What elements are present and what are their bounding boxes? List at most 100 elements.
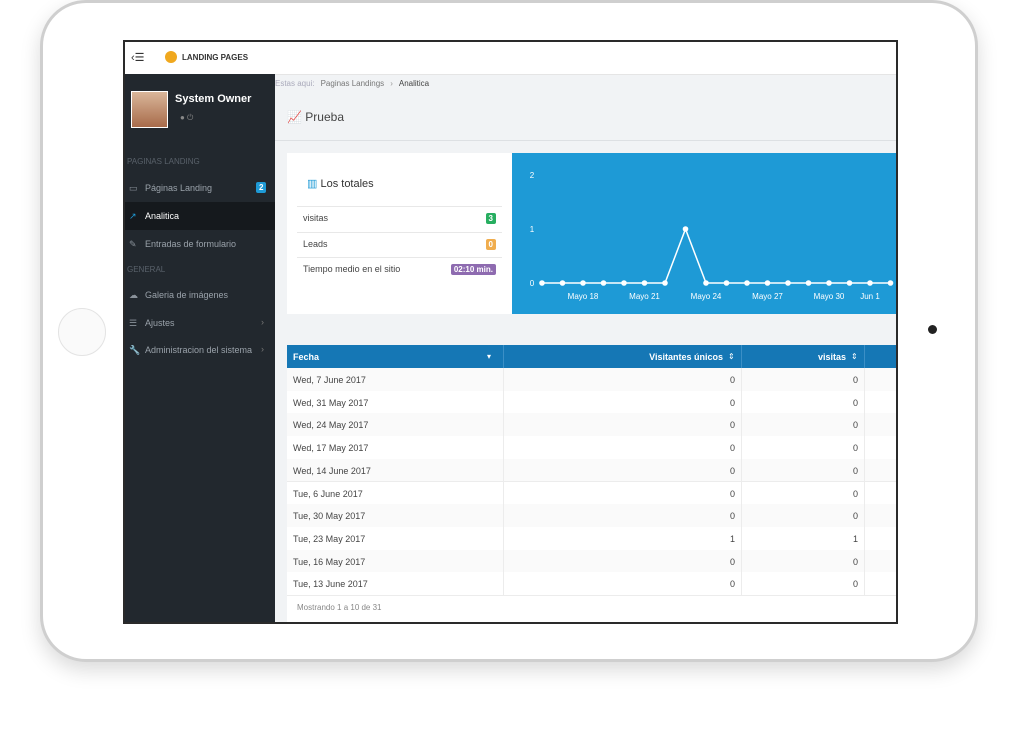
point — [826, 280, 832, 286]
point — [662, 280, 668, 286]
cell: 0 — [852, 420, 858, 431]
data-table: Fecha ▾ Visitantes únicos ⇕ visitas ⇕ Wed, 7 J… — [287, 345, 896, 622]
cell: Tue, 6 June 2017 — [293, 488, 363, 499]
cell-divider — [741, 572, 742, 595]
cell: 0 — [852, 488, 858, 499]
cell: 0 — [729, 579, 735, 590]
cell: 1 — [729, 533, 735, 544]
cell-divider — [864, 572, 865, 595]
table-row — [287, 572, 896, 596]
table-row — [287, 549, 896, 574]
line-chart: 0 1 2 Mayo 18 Mayo 21 Mayo 24 Mayo 27 Mayo 30 Ju… — [530, 171, 894, 301]
cell: Tue, 30 May 2017 — [293, 511, 366, 522]
nav-icon: 🔧 — [129, 345, 141, 355]
cell: Tue, 13 June 2017 — [293, 579, 368, 590]
table-row — [287, 481, 896, 506]
cell-divider — [503, 413, 504, 437]
point — [723, 280, 730, 286]
cell: 0 — [852, 465, 858, 476]
cell-divider — [864, 481, 865, 505]
sort-icon: ⇕ — [728, 352, 735, 361]
totals-title: Los totales — [320, 178, 374, 190]
table-footer: Mostrando 1 a 10 de 31 — [297, 603, 382, 612]
point — [764, 280, 771, 286]
cell-divider — [864, 413, 865, 437]
table-row — [287, 390, 896, 415]
y-tick-label: 1 — [530, 225, 535, 234]
nav-item[interactable]: ☁ Galeria de imágenes — [125, 281, 275, 309]
nav-badge: 2 — [256, 182, 267, 193]
sort-icon: ▾ — [487, 352, 492, 361]
cell-divider — [864, 504, 865, 527]
y-tick-label: 0 — [530, 279, 535, 288]
cell-divider — [503, 481, 504, 505]
home-button — [58, 308, 106, 356]
cell: 0 — [729, 511, 735, 522]
cell-divider — [503, 572, 504, 595]
separator: › — [390, 79, 393, 88]
cell: 1 — [852, 533, 858, 544]
breadcrumb-item[interactable]: Paginas Landings — [320, 79, 385, 88]
column-header[interactable]: Visitantes únicos — [649, 352, 723, 362]
point — [867, 280, 873, 286]
table-row — [287, 368, 896, 392]
nav-icon: ☁ — [129, 290, 138, 300]
menu-toggle[interactable]: ‹☰ — [131, 52, 145, 64]
user-name: System Owner — [175, 93, 252, 105]
nav-item[interactable]: 🔧 Administracion del sistema › — [125, 336, 275, 364]
chevron: › — [261, 317, 264, 327]
cell-divider — [503, 368, 504, 391]
total-badge: 0 — [485, 238, 496, 250]
app-title: LANDING PAGES — [182, 53, 249, 62]
chevron: › — [261, 344, 264, 354]
cell: 0 — [729, 465, 735, 476]
user-icons[interactable]: ● ⏻ — [180, 113, 194, 122]
row-divider — [297, 231, 502, 233]
column-header[interactable]: Fecha — [293, 352, 320, 362]
nav-item[interactable]: ✎ Entradas de formulario — [125, 230, 275, 258]
nav-icon: ↗ — [129, 211, 137, 221]
nav-label: Ajustes — [145, 318, 175, 328]
cell: 0 — [729, 556, 735, 567]
breadcrumb: Estas aqui: Paginas Landings › Analitica — [275, 79, 435, 88]
cell: 0 — [852, 579, 858, 590]
chart-panel: 0 1 2 Mayo 18 Mayo 21 Mayo 24 Mayo 27 Mayo 30 Ju… — [512, 153, 896, 314]
point — [641, 280, 648, 286]
sort-icon: ⇕ — [851, 352, 858, 361]
cell: Wed, 7 June 2017 — [293, 375, 366, 385]
breadcrumb-item: Analitica — [398, 79, 430, 88]
cell: 0 — [729, 375, 735, 385]
point — [682, 226, 689, 232]
nav-item[interactable]: ↗ Analitica — [125, 202, 275, 230]
total-badge: 3 — [485, 213, 496, 224]
cell-divider — [741, 368, 742, 391]
header-divider — [503, 345, 504, 368]
cell: 0 — [852, 556, 858, 567]
cell: Wed, 31 May 2017 — [293, 397, 369, 408]
column-header[interactable]: visitas — [817, 352, 846, 362]
camera — [928, 325, 937, 334]
y-tick-label: 2 — [530, 171, 535, 180]
totals-heading: ▥ Los totales — [307, 178, 374, 190]
cell-divider — [741, 549, 742, 573]
nav-label: Páginas Landing — [145, 183, 213, 193]
cell-divider — [503, 549, 504, 573]
page-heading: 📈 Prueba — [287, 110, 344, 124]
point — [703, 280, 709, 286]
x-tick-label: Mayo 21 — [629, 292, 660, 301]
cell: Wed, 24 May 2017 — [293, 420, 369, 431]
x-tick-label: Jun 1 — [860, 292, 880, 301]
table-row — [287, 504, 896, 528]
total-label: Leads — [303, 238, 328, 249]
point — [621, 280, 627, 286]
nav-item[interactable]: ☰ Ajustes › — [125, 309, 275, 337]
x-tick-label: Mayo 18 — [568, 292, 599, 301]
nav-item[interactable]: ▭ Páginas Landing 2 — [125, 174, 275, 202]
point — [600, 280, 607, 286]
cell: 0 — [852, 511, 858, 522]
cell: Tue, 16 May 2017 — [293, 556, 366, 567]
row-divider — [297, 206, 502, 207]
cell-divider — [741, 504, 742, 527]
cell: 0 — [729, 420, 735, 431]
cell-divider — [741, 390, 742, 414]
